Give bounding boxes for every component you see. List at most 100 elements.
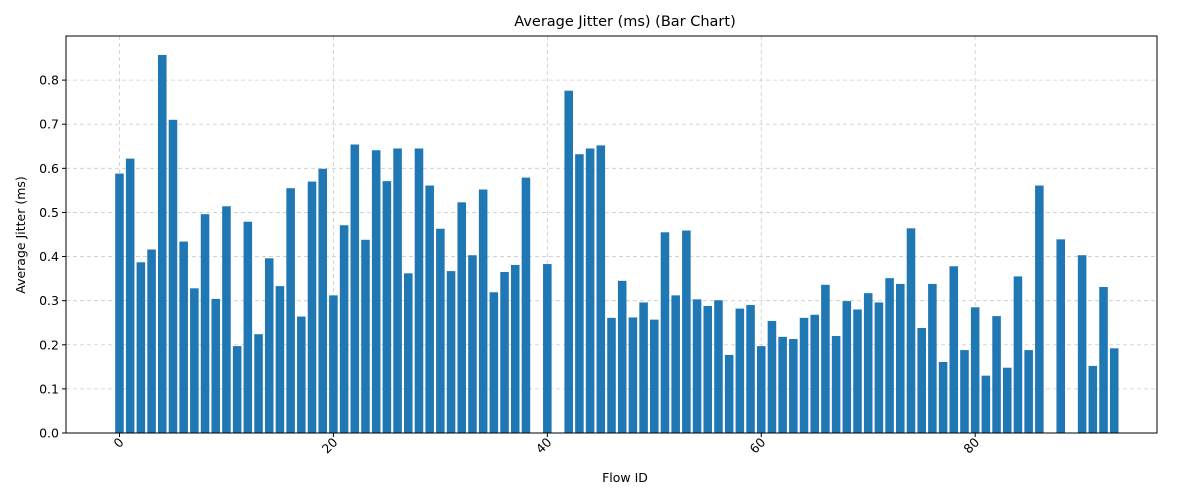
y-tick-label: 0.6 [39,161,59,176]
bar [917,328,926,433]
bar [960,350,969,433]
bar [617,280,627,433]
bar [254,334,263,433]
bar [115,173,124,434]
bar [436,228,445,433]
y-tick-label: 0.8 [39,73,59,88]
x-tick-label: 20 [319,434,341,456]
plot-frame [65,35,1158,434]
bar [799,317,809,433]
bar [703,305,713,433]
bar [992,316,1001,433]
bar [264,258,274,433]
bar [190,288,199,433]
bar [425,185,434,433]
bar [403,273,413,433]
bar [1099,286,1108,433]
y-tick-label: 0.1 [39,381,59,396]
bar [949,266,959,433]
bar [382,181,392,433]
bar [831,335,841,433]
bar [564,90,573,433]
bar [157,54,167,434]
bar [821,284,830,433]
bar [339,225,349,433]
bar [500,271,509,433]
bar [275,286,285,433]
bar [1077,255,1087,433]
bar [639,302,648,433]
bar [125,158,135,433]
bar [489,292,499,433]
bar [1109,348,1119,433]
bar [1035,185,1044,433]
chart-title: Average Jitter (ms) (Bar Chart) [514,14,736,30]
x-tick-label: 40 [533,434,555,456]
bar [543,264,552,433]
bar [650,319,659,433]
bar [756,346,766,433]
x-tick-label: 60 [747,434,769,456]
bar [371,150,381,433]
bar [1024,350,1033,433]
bar [457,202,467,433]
bar [200,214,210,433]
bar [853,309,862,433]
bar [478,189,488,433]
bar [222,206,231,433]
bar [714,300,723,433]
bar [575,154,584,433]
bar [896,283,905,433]
bar [596,145,606,433]
bar [136,262,146,433]
y-tick-label: 0.4 [39,249,59,264]
y-axis-label: Average Jitter (ms) [13,176,28,294]
bar [510,264,520,433]
x-axis-label: Flow ID [602,470,648,485]
y-tick-label: 0.7 [39,117,59,132]
bar [789,339,798,433]
y-tick-label: 0.5 [39,205,59,220]
bar [286,188,295,433]
x-tick-label: 0 [110,434,126,450]
bar [243,221,253,433]
bar [724,354,734,433]
bar [232,346,242,433]
bar [938,361,948,433]
bar [692,299,702,433]
bar [468,255,477,433]
bar [1056,239,1066,433]
bar [329,295,338,433]
bar [147,249,156,433]
bar [414,148,424,433]
y-tick-label: 0.0 [39,426,59,441]
bar [211,298,221,433]
bar [607,317,616,433]
y-tick-label: 0.2 [39,337,59,352]
bar [350,144,360,433]
bar [682,230,691,433]
bar [168,119,178,434]
bar [179,241,188,433]
bar [874,302,884,433]
bar [660,232,670,433]
x-tick-label: 80 [960,434,982,456]
bar [767,320,777,433]
bar [393,148,402,433]
bar [671,295,680,433]
bar [1013,276,1023,433]
bar [970,307,980,433]
bar [318,168,327,433]
bar [361,239,370,433]
bar [885,278,894,433]
bar [863,293,873,433]
bar [307,181,317,433]
bar [1002,367,1012,433]
bar [778,336,787,433]
bar [585,148,595,433]
bar [735,308,745,433]
bar [297,316,306,433]
bar [810,314,820,433]
bar [981,375,991,433]
